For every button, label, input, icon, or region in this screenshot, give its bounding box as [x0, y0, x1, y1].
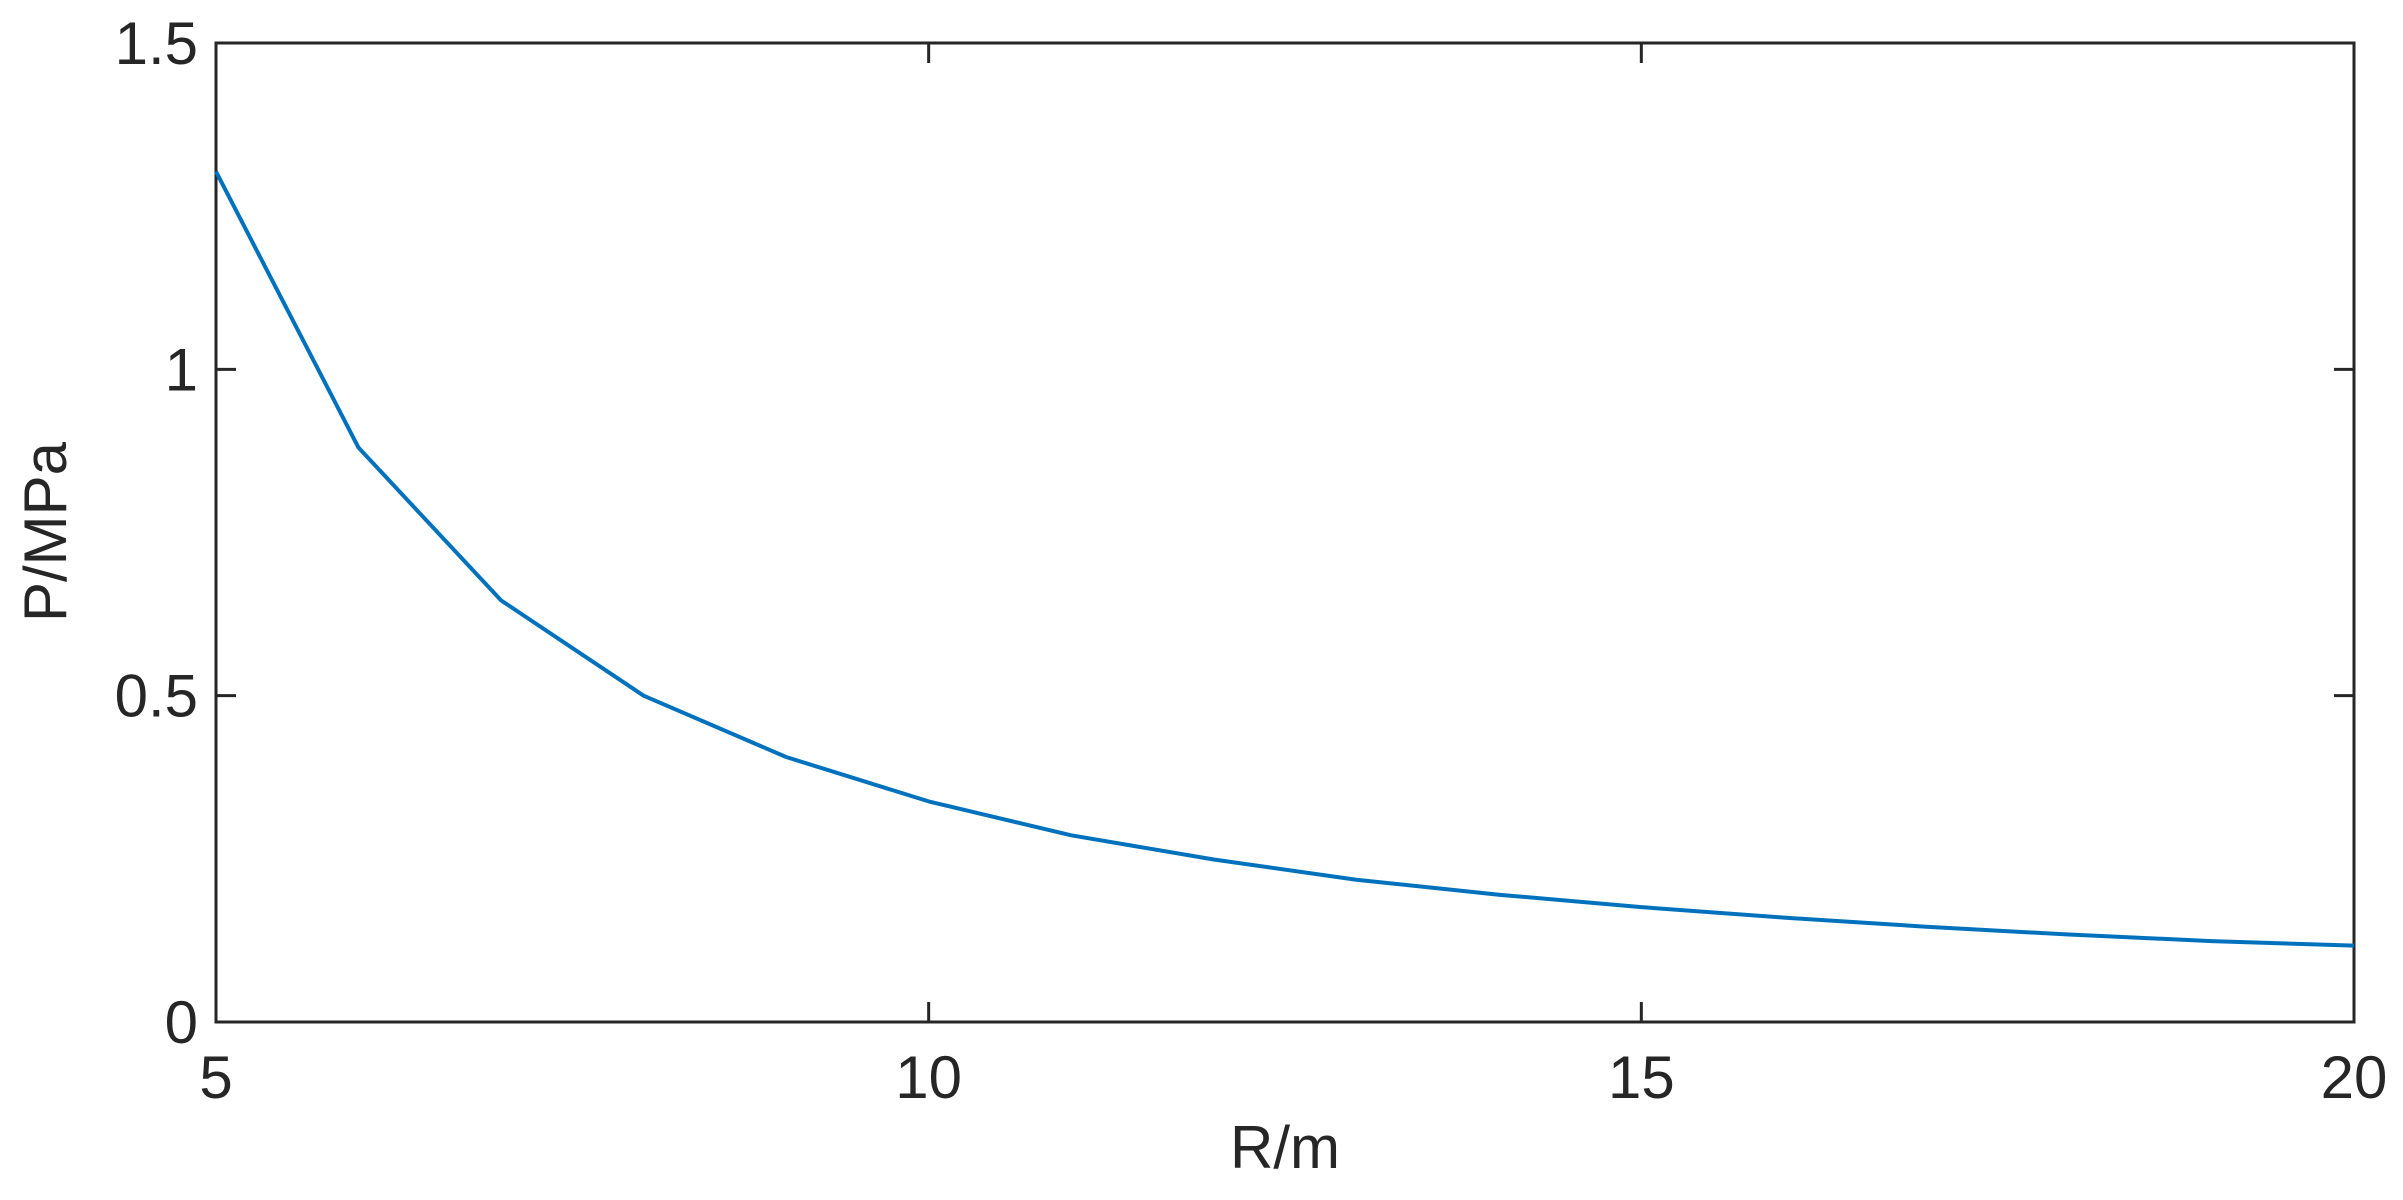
x-tick-label: 10 [895, 1044, 962, 1111]
y-tick-label: 1.5 [115, 10, 198, 77]
x-tick-label: 15 [1608, 1044, 1675, 1111]
y-axis-label: P/MPa [12, 441, 79, 622]
x-tick-label: 5 [199, 1044, 232, 1111]
x-axis-label: R/m [1230, 1114, 1340, 1181]
y-tick-label: 1 [165, 336, 198, 403]
x-tick-label: 20 [2321, 1044, 2388, 1111]
data-line [214, 170, 2355, 948]
plot-frame [214, 41, 2356, 1024]
y-tick-label: 0.5 [115, 663, 198, 730]
y-tick-label: 0 [165, 989, 198, 1056]
